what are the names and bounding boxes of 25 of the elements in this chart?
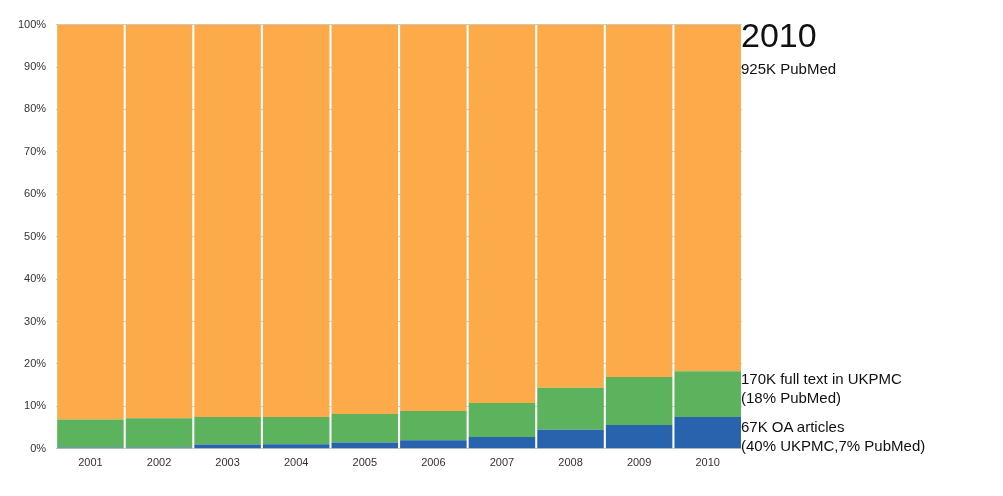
x-tick-label: 2010 xyxy=(695,456,720,469)
y-tick-label: 20% xyxy=(24,356,47,369)
annotation: 170K full text in UKPMC (18% PubMed) xyxy=(741,370,902,408)
x-tick-label: 2001 xyxy=(78,456,103,469)
y-tick-label: 0% xyxy=(30,441,47,454)
y-tick-label: 70% xyxy=(24,144,47,157)
annotation: 925K PubMed xyxy=(741,60,837,79)
x-tick-label: 2006 xyxy=(421,456,446,469)
y-tick-label: 60% xyxy=(24,187,47,200)
y-tick-label: 80% xyxy=(24,102,47,115)
x-tick-label: 2003 xyxy=(215,456,240,469)
x-tick-label: 2005 xyxy=(352,456,378,469)
x-tick-label: 2008 xyxy=(558,456,583,469)
y-tick-label: 50% xyxy=(24,229,47,242)
y-tick-label: 10% xyxy=(24,399,47,412)
x-tick-label: 2009 xyxy=(626,456,652,469)
x-tick-label: 2007 xyxy=(489,456,515,469)
y-tick-label: 90% xyxy=(24,60,47,73)
y-tick-label: 40% xyxy=(24,272,47,285)
x-tick-label: 2004 xyxy=(283,456,309,469)
annotation: 67K OA articles (40% UKPMC,7% PubMed) xyxy=(741,418,926,456)
x-tick-label: 2002 xyxy=(146,456,172,469)
y-tick-label: 30% xyxy=(24,314,47,327)
y-tick-label: 100% xyxy=(17,17,47,30)
annotation: 2010 xyxy=(741,15,817,56)
